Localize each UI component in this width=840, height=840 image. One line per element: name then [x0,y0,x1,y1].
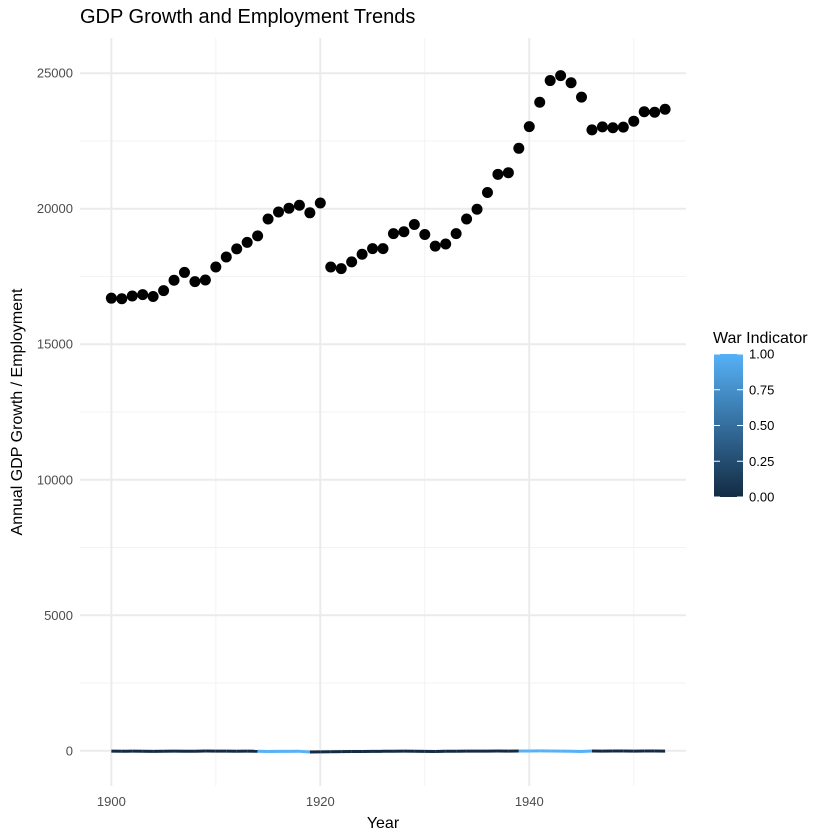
gdp-data-point [659,103,671,115]
gdp-data-point [304,207,316,219]
gdp-data-point [576,91,588,103]
gdp-data-point [231,243,243,255]
gdp-data-point [335,263,347,275]
y-axis-title: Annual GDP Growth / Employment [9,288,26,535]
gdp-data-point [586,124,598,136]
y-tick-label: 20000 [37,201,73,216]
gdp-data-point [638,106,650,118]
gdp-data-point [293,199,305,211]
legend-label: 0.50 [749,418,774,433]
employment-line-segment [299,749,310,754]
y-tick-label: 10000 [37,472,73,487]
gdp-data-point [387,228,399,240]
gdp-data-point [607,122,619,134]
legend: War Indicator 0.00 0.25 0.50 0.75 1.00 [713,330,808,505]
gdp-data-point [555,70,567,82]
gdp-data-point [429,240,441,252]
gdp-data-point [116,293,128,305]
gdp-data-point [649,106,661,118]
gdp-data-point [398,226,410,238]
gdp-data-point [492,168,504,180]
y-tick-label: 5000 [44,608,73,623]
gdp-data-point [168,274,180,286]
gdp-data-point [450,228,462,240]
gdp-data-point [158,285,170,297]
y-axis: 0 5000 10000 15000 20000 25000 [37,66,73,759]
gdp-data-point [617,121,629,133]
gdp-data-point [481,186,493,198]
gdp-data-point [513,142,525,154]
gdp-data-point [356,248,368,260]
plot-series [105,70,671,754]
gdp-data-point [241,236,253,248]
gdp-data-point [210,261,222,273]
x-tick-label: 1940 [515,794,544,809]
gdp-data-point [408,218,420,230]
gdp-data-point [440,238,452,250]
gdp-data-point [419,228,431,240]
gdp-data-point [502,167,514,179]
y-tick-label: 25000 [37,66,73,81]
gdp-data-point [220,251,232,263]
gdp-data-point [523,121,535,133]
gdp-data-point [461,213,473,225]
gdp-data-point [346,256,358,268]
y-tick-label: 0 [66,743,73,758]
gdp-data-point [565,77,577,89]
legend-label: 1.00 [749,347,774,362]
legend-ticks: 0.00 0.25 0.50 0.75 1.00 [714,347,774,505]
gdp-data-point [147,291,159,303]
gdp-data-point [105,292,117,304]
grid [80,38,686,786]
gdp-data-point [137,289,149,301]
gdp-data-point [178,266,190,278]
gdp-data-point [199,274,211,286]
gdp-data-point [377,243,389,255]
gdp-data-point [273,206,285,218]
gdp-data-point [471,203,483,215]
x-axis: 1900 1920 1940 [97,794,544,809]
gdp-data-point [252,230,264,242]
gdp-data-point [534,96,546,108]
gdp-data-point [628,115,640,127]
x-tick-label: 1900 [97,794,126,809]
legend-title: War Indicator [713,330,808,347]
gdp-data-point [314,197,326,209]
x-axis-title: Year [367,815,400,832]
legend-label: 0.00 [749,490,774,505]
gdp-data-point [325,261,337,273]
y-tick-label: 15000 [37,337,73,352]
legend-label: 0.25 [749,454,774,469]
gdp-data-point [262,213,274,225]
legend-label: 0.75 [749,382,774,397]
gdp-data-point [544,75,556,87]
gdp-data-point [126,290,138,302]
chart-title: GDP Growth and Employment Trends [80,6,415,28]
gdp-data-point [596,121,608,133]
x-tick-label: 1920 [306,794,335,809]
gdp-data-point [367,243,379,255]
gdp-data-point [189,276,201,288]
gdp-data-point [283,202,295,214]
